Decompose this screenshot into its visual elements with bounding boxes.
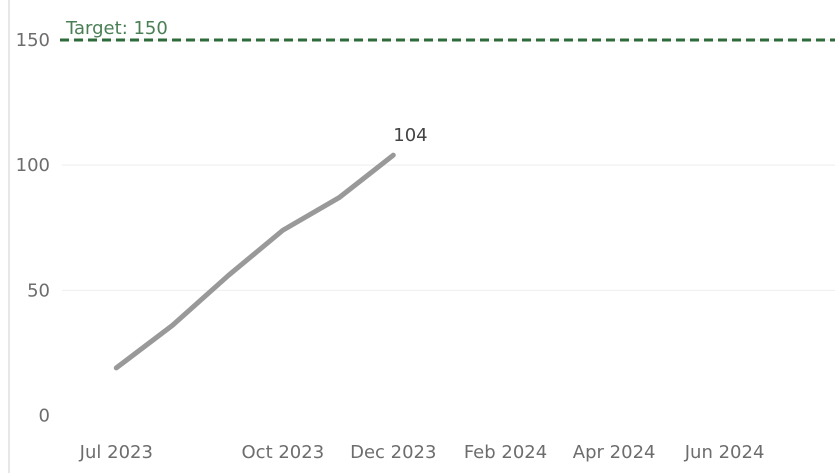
data-point-0-2 — [227, 273, 231, 277]
y-tick-label-0: 0 — [39, 405, 50, 426]
end-value-label: 104 — [393, 125, 427, 146]
y-tick-label-50: 50 — [27, 280, 50, 301]
x-tick-label-0: Jul 2023 — [79, 442, 153, 463]
x-tick-label-5: Jun 2024 — [684, 442, 765, 463]
x-axis-ticks: Jul 2023 Oct 2023 Dec 2023 Feb 2024 Apr 2024… — [79, 442, 765, 463]
x-tick-label-1: Oct 2023 — [242, 442, 325, 463]
series-layer — [113, 152, 396, 371]
data-point-0-4 — [337, 196, 341, 200]
x-tick-label-4: Apr 2024 — [573, 442, 656, 463]
series-line-0 — [113, 152, 396, 371]
y-axis-ticks: 0 50 100 150 — [16, 30, 50, 426]
data-point-0-0 — [114, 366, 118, 370]
grid-layer — [62, 39, 835, 291]
x-tick-label-2: Dec 2023 — [350, 442, 436, 463]
x-tick-label-3: Feb 2024 — [464, 442, 547, 463]
y-tick-label-150: 150 — [16, 30, 50, 51]
data-point-0-5 — [391, 153, 395, 157]
data-point-0-1 — [170, 323, 174, 327]
target-label: Target: 150 — [65, 18, 168, 39]
data-point-0-3 — [281, 228, 285, 232]
y-tick-label-100: 100 — [16, 155, 50, 176]
